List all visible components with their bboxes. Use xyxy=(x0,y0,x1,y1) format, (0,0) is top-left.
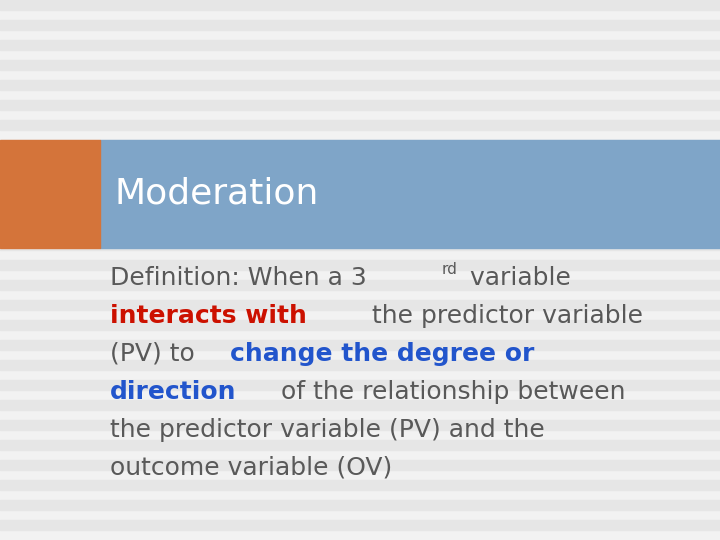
Bar xyxy=(100,140,720,248)
Text: the predictor variable (PV) and the: the predictor variable (PV) and the xyxy=(110,418,545,442)
Bar xyxy=(0,120,720,130)
Bar xyxy=(0,60,720,70)
Bar xyxy=(0,500,720,510)
Text: the predictor variable: the predictor variable xyxy=(364,304,643,328)
Text: Definition: When a 3: Definition: When a 3 xyxy=(110,266,366,290)
Bar xyxy=(0,320,720,330)
Bar xyxy=(0,100,720,110)
Bar xyxy=(0,360,720,370)
Bar xyxy=(0,440,720,450)
Text: Moderation: Moderation xyxy=(115,177,320,211)
Bar xyxy=(0,240,720,250)
Text: rd: rd xyxy=(441,262,457,278)
Text: (PV) to: (PV) to xyxy=(110,342,203,366)
Bar xyxy=(0,220,720,230)
Bar xyxy=(0,160,720,170)
Bar xyxy=(0,460,720,470)
Bar xyxy=(0,0,720,10)
Bar xyxy=(0,280,720,290)
Text: direction: direction xyxy=(110,380,236,404)
Bar xyxy=(0,140,100,248)
Text: of the relationship between: of the relationship between xyxy=(273,380,626,404)
Bar xyxy=(0,20,720,30)
Bar xyxy=(0,40,720,50)
Bar xyxy=(0,80,720,90)
Text: interacts with: interacts with xyxy=(110,304,307,328)
Bar xyxy=(0,200,720,210)
Text: outcome variable (OV): outcome variable (OV) xyxy=(110,456,392,480)
Text: change the degree or: change the degree or xyxy=(230,342,534,366)
Bar xyxy=(0,300,720,310)
Bar xyxy=(0,140,720,150)
Bar xyxy=(0,400,720,410)
Bar xyxy=(0,420,720,430)
Bar xyxy=(0,340,720,350)
Bar xyxy=(0,180,720,190)
Bar xyxy=(0,260,720,270)
Bar xyxy=(0,480,720,490)
Text: variable: variable xyxy=(462,266,571,290)
Bar xyxy=(0,520,720,530)
Bar xyxy=(0,380,720,390)
